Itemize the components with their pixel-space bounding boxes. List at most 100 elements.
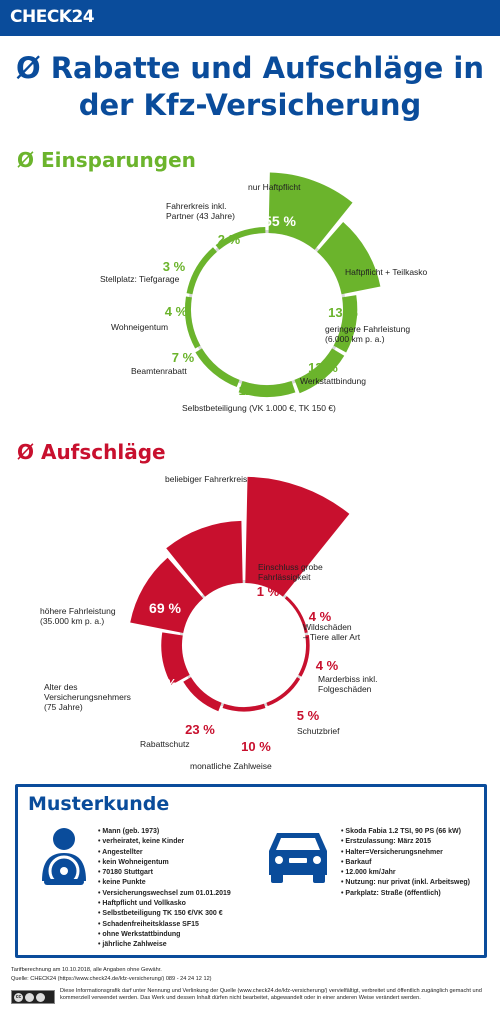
category-label: Beamtenrabatt [131,366,187,376]
category-label: Stellplatz: Tiefgarage [100,274,180,284]
customer-attribute-item: 70180 Stuttgart [98,868,231,878]
chart-sector [266,677,301,707]
category-label: Fahrlässigkeit [258,572,311,582]
check24-logo[interactable]: CHECK24 [10,7,95,27]
value-label: 5 % [297,708,320,723]
category-label: (35.000 km p. a.) [40,616,104,626]
value-label: 23 % [185,722,215,737]
chart-sector [298,634,310,677]
car-attribute-item: Halter=Versicherungsnehmer [341,848,470,858]
customer-attribute-item: Mann (geb. 1973) [98,827,231,837]
musterkunde-title: Musterkunde [28,793,170,815]
value-label: 60 % [147,676,177,691]
value-label: 1 % [257,584,280,599]
value-label: 10 % [241,739,271,754]
chart-sector [161,632,190,685]
person-icon [42,828,86,887]
value-label: 55 % [264,213,296,229]
category-label: Werkstattbindung [300,376,366,386]
customer-attributes-list: Mann (geb. 1973)verheiratet, keine Kinde… [98,827,231,951]
category-label: beliebiger Fahrerkreis [165,474,247,484]
category-label: Alter des [44,682,78,692]
chart-sector [185,296,201,349]
page-title-line2: der Kfz-Versicherung [78,88,422,122]
car-icon [269,833,327,883]
car-attribute-item: Erstzulassung: März 2015 [341,837,470,847]
category-label: Selbstbeteiligung (VK 1.000 €, TK 150 €) [182,403,336,413]
chart-sector [166,520,243,597]
category-label: Schutzbrief [297,726,340,736]
chart-sector [215,227,266,250]
car-attributes-list: Skoda Fabia 1.2 TSI, 90 PS (66 kW)Erstzu… [341,827,470,899]
car-attribute-item: Skoda Fabia 1.2 TSI, 90 PS (66 kW) [341,827,470,837]
value-label: 4 % [165,304,188,319]
customer-attribute-item: Haftpflicht und Vollkasko [98,899,231,909]
customer-attribute-item: kein Wohneigentum [98,858,231,868]
chart-sector [130,557,204,633]
car-attribute-item: 12.000 km/Jahr [341,868,470,878]
customer-attribute-item: Versicherungswechsel zum 01.01.2019 [98,889,230,899]
category-label: Wildschäden [303,622,352,632]
customer-attribute-item: Selbstbeteiligung TK 150 €/VK 300 € [98,909,231,919]
footer-calc-note: Tarifberechnung am 10.10.2018, alle Anga… [11,967,162,973]
chart-sector [284,596,308,633]
chart-sector [268,172,353,250]
customer-attribute-item: verheiratet, keine Kinder [98,837,231,847]
category-label: (75 Jahre) [44,702,83,712]
value-label: 4 % [316,658,339,673]
cc-icon: cc [14,992,23,1002]
value-label: 13 % [308,360,338,375]
page-title: Ø Rabatte und Aufschläge in der Kfz-Vers… [0,50,500,124]
category-label: nur Haftpflicht [248,182,301,192]
cc-license-badge[interactable]: cc [11,990,55,1004]
savings-section-title: Ø Einsparungen [17,148,196,172]
chart-sector [333,295,358,353]
category-label: Versicherungsnehmers [44,692,131,702]
chart-sector [245,476,350,597]
customer-attribute-item: jährliche Zahlweise [98,940,231,950]
chart-sector [186,247,217,295]
category-label: Marderbiss inkl. [318,674,378,684]
value-label: 4 % [309,609,332,624]
footer-license: Diese Informationsgrafik darf unter Nenn… [60,988,482,1002]
category-label: Fahrerkreis inkl. [166,201,226,211]
category-label: Haftpflicht + Teilkasko [345,267,428,277]
customer-attribute-item: Angestellter [98,848,231,858]
savings-chart: 55 % nur Haftpflicht 36 % Haftpflicht + Tei… [100,172,428,413]
category-label: Wohneigentum [111,322,168,332]
value-label: 69 % [149,600,181,616]
musterkunde-box: Musterkunde Mann (geb. 1973)verheiratet,… [15,784,487,958]
footer-source: Quelle: CHECK24 (https://www.check24.de/… [11,976,212,982]
header-bar: CHECK24 [0,0,500,36]
category-label: Folgeschäden [318,684,372,694]
customer-attribute-item: Schadenfreiheitsklasse SF15 [98,920,231,930]
page-title-line1: Ø Rabatte und Aufschläge in [15,51,485,85]
value-label: 2 % [218,232,241,247]
chart-sector [238,380,296,398]
value-label: 7 % [172,350,195,365]
surcharges-section-title: Ø Aufschläge [17,440,166,464]
category-label: höhere Fahrleistung [40,606,116,616]
value-label: 36 % [300,262,330,277]
value-label: 13 % [328,305,358,320]
category-label: Einschluss grobe [258,562,323,572]
chart-sector [183,677,222,712]
customer-attribute-item: ohne Werkstattbindung [98,930,231,940]
by-icon [25,992,34,1002]
customer-attribute-item: keine Punkte [98,878,231,888]
chart-sector [222,703,266,712]
category-label: – Tiere aller Art [303,632,361,642]
category-label: Rabattschutz [140,739,190,749]
category-label: geringere Fahrleistung [325,324,410,334]
car-attribute-item: Nutzung: nur privat (inkl. Arbeitsweg) [341,878,470,888]
category-label: monatliche Zahlweise [190,761,272,771]
car-attribute-item: Barkauf [341,858,470,868]
category-label: Partner (43 Jahre) [166,211,235,221]
chart-sector [195,348,240,388]
category-label: (6.000 km p. a.) [325,334,385,344]
value-label: 3 % [163,259,186,274]
chart-sector [294,348,345,394]
value-label: 11 % [239,383,268,398]
chart-sector [317,222,381,295]
